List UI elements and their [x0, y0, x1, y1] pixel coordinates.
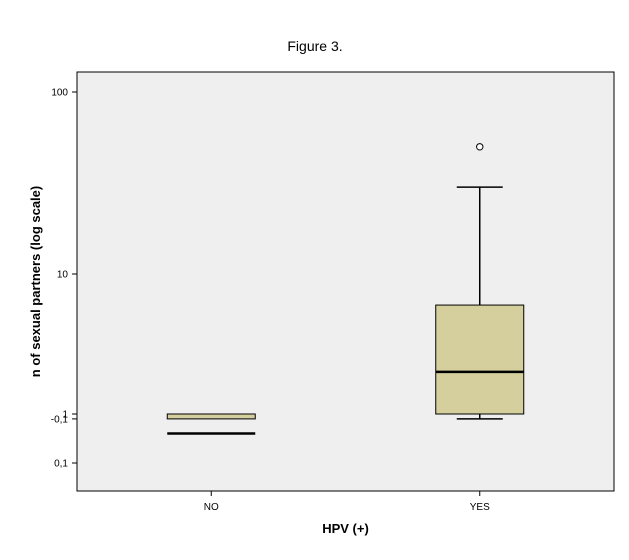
x-axis-label: HPV (+) [322, 521, 369, 536]
chart-title: Figure 3. [287, 38, 342, 54]
box-no [166, 413, 256, 435]
y-tick-label: 100 [51, 88, 68, 99]
plot-area [76, 71, 615, 492]
box-iqr [435, 304, 525, 415]
box-iqr [166, 413, 256, 420]
x-axis-ticks: NO YES [204, 491, 490, 513]
y-axis-label: n of sexual partners (log scale) [28, 186, 43, 377]
outlier-point [476, 143, 484, 151]
box-yes [435, 143, 525, 420]
x-tick-label: YES [470, 502, 490, 513]
y-tick-label: 1 [62, 410, 68, 421]
box-series [166, 143, 525, 435]
y-tick-label: 0,1 [54, 459, 68, 470]
y-tick-label: -0,1 [51, 414, 69, 425]
x-tick-label: NO [204, 502, 219, 513]
y-axis-ticks: 100 10 1 0,1 -0,1 [51, 88, 77, 470]
y-tick-label: 10 [57, 270, 69, 281]
